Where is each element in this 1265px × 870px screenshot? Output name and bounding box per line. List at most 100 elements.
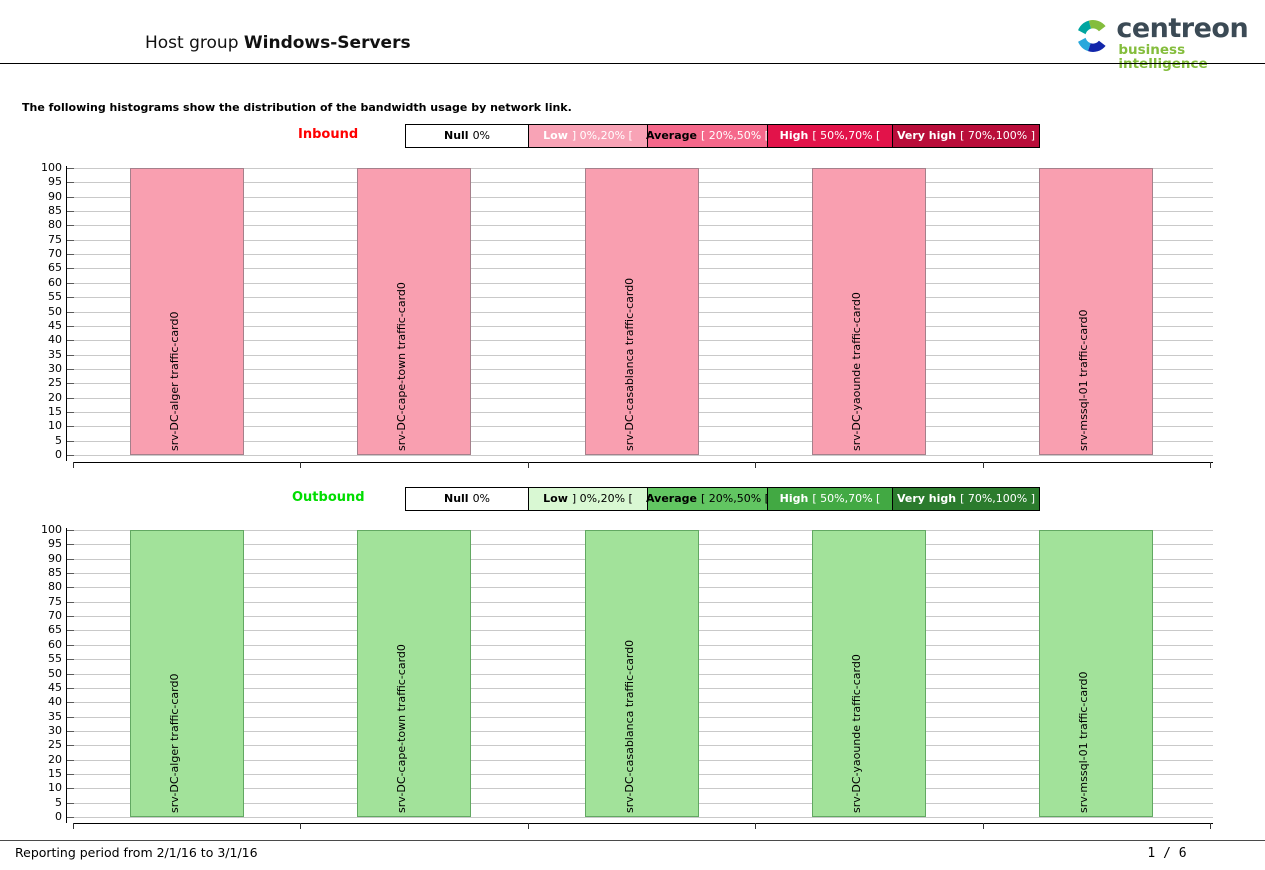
y-axis-tick [67,745,74,747]
legend-cell-range: [ 20%,50% [ [700,129,769,142]
bar-label: srv-mssql-01 traffic-card0 [1077,671,1091,813]
bar [811,530,926,817]
gridline [67,426,1213,428]
gridline [67,817,1213,818]
gridline [67,788,1213,790]
bar-label: srv-DC-cape-town traffic-card0 [395,282,409,451]
y-axis-tick [67,268,74,270]
y-axis-tick-label: 85 [48,204,62,218]
x-axis-tick [73,462,74,468]
outbound-label: Outbound [292,490,365,505]
y-axis-tick [67,182,74,184]
gridline [67,268,1213,270]
y-axis-tick [67,530,74,531]
gridline [67,254,1213,256]
gridline [67,659,1213,661]
y-axis-tick-label: 95 [48,537,62,551]
gridline [67,716,1213,718]
y-axis-tick-label: 0 [55,810,62,823]
y-axis-tick-label: 5 [55,433,62,447]
centreon-logo-icon [1074,20,1106,52]
y-axis-tick-label: 25 [48,376,62,390]
y-axis-tick [67,659,74,661]
y-axis-tick-label: 50 [48,666,62,680]
bar-label: srv-DC-casablanca traffic-card0 [622,639,636,813]
page-number: 1 / 6 [1147,846,1187,861]
inbound-legend: Null 0% Low] 0%,20% [Average[ 20%,50% [Hig… [405,124,1040,148]
y-axis-tick [67,225,74,227]
gridline [67,745,1213,747]
y-axis-tick [67,168,74,169]
gridline [67,702,1213,704]
y-axis [66,528,67,823]
x-axis-tick [527,462,529,468]
bar-label: srv-DC-cape-town traffic-card0 [395,644,409,813]
legend-cell-label: Average [646,492,697,505]
y-axis-tick-label: 60 [48,275,62,289]
gridline [67,297,1213,299]
gridline [67,239,1213,241]
gridline [67,544,1213,546]
outbound-legend: Null 0% Low] 0%,20% [Average[ 20%,50% [Hig… [405,487,1040,511]
bar-label: srv-DC-alger traffic-card0 [167,673,181,813]
bar-label: srv-DC-yaounde traffic-card0 [849,654,863,813]
logo-text: centreon business intelligence [1116,15,1265,71]
legend-cell-low: Low] 0%,20% [ [528,488,647,510]
y-axis-tick-label: 20 [48,752,62,766]
bar-label: srv-DC-casablanca traffic-card0 [622,277,636,451]
legend-cell-label: Low [543,492,568,505]
gridline [67,354,1213,356]
y-axis-tick-label: 95 [48,175,62,189]
gridline [67,630,1213,632]
bar [357,168,472,455]
y-axis-tick-label: 70 [48,609,62,623]
y-axis-tick [67,397,74,399]
legend-cell-range: 0% [472,129,491,142]
y-axis-tick [67,239,74,241]
gridline [67,340,1213,342]
x-axis-tick [982,823,984,829]
gridline [67,311,1213,313]
y-axis-tick [67,601,74,603]
y-axis-tick-label: 90 [48,189,62,203]
y-axis-tick-label: 50 [48,304,62,318]
gridline [67,325,1213,327]
centreon-logo: centreon business intelligence [1073,15,1265,71]
legend-cell-range: [ 70%,100% ] [960,129,1036,142]
legend-cell-label: Null [443,492,469,505]
y-axis-tick [67,383,74,385]
bar-label: srv-DC-yaounde traffic-card0 [849,292,863,451]
legend-cell-range: [ 70%,100% ] [960,492,1036,505]
x-axis-tick [300,462,302,468]
y-axis-tick-label: 40 [48,695,62,709]
legend-cell-null: Null 0% [406,125,528,147]
y-axis-tick-label: 80 [48,218,62,232]
y-axis-tick [67,702,74,704]
y-axis-tick [67,630,74,632]
legend-cell-null: Null 0% [406,488,528,510]
x-axis-tick [527,823,529,829]
y-axis-tick-label: 65 [48,261,62,275]
y-axis-tick [67,211,74,213]
gridline [67,730,1213,732]
legend-cell-range: [ 50%,70% [ [812,129,881,142]
y-axis-tick [67,644,74,646]
y-axis-tick-label: 100 [41,161,62,174]
inbound-label: Inbound [298,127,359,142]
y-axis-tick [67,440,74,442]
x-axis [73,462,1213,463]
bar-label: srv-DC-alger traffic-card0 [167,311,181,451]
x-axis [73,823,1213,824]
x-axis-tick [300,823,302,829]
y-axis-tick-label: 30 [48,361,62,375]
y-axis-tick [67,354,74,356]
y-axis [66,166,67,461]
legend-cell-high: High[ 50%,70% [ [767,488,892,510]
bar-label: srv-mssql-01 traffic-card0 [1077,309,1091,451]
page-title-hostgroup: Windows-Servers [243,33,411,53]
y-axis-tick [67,759,74,761]
y-axis-tick-label: 80 [48,580,62,594]
gridline [67,168,1213,169]
gridline [67,601,1213,603]
